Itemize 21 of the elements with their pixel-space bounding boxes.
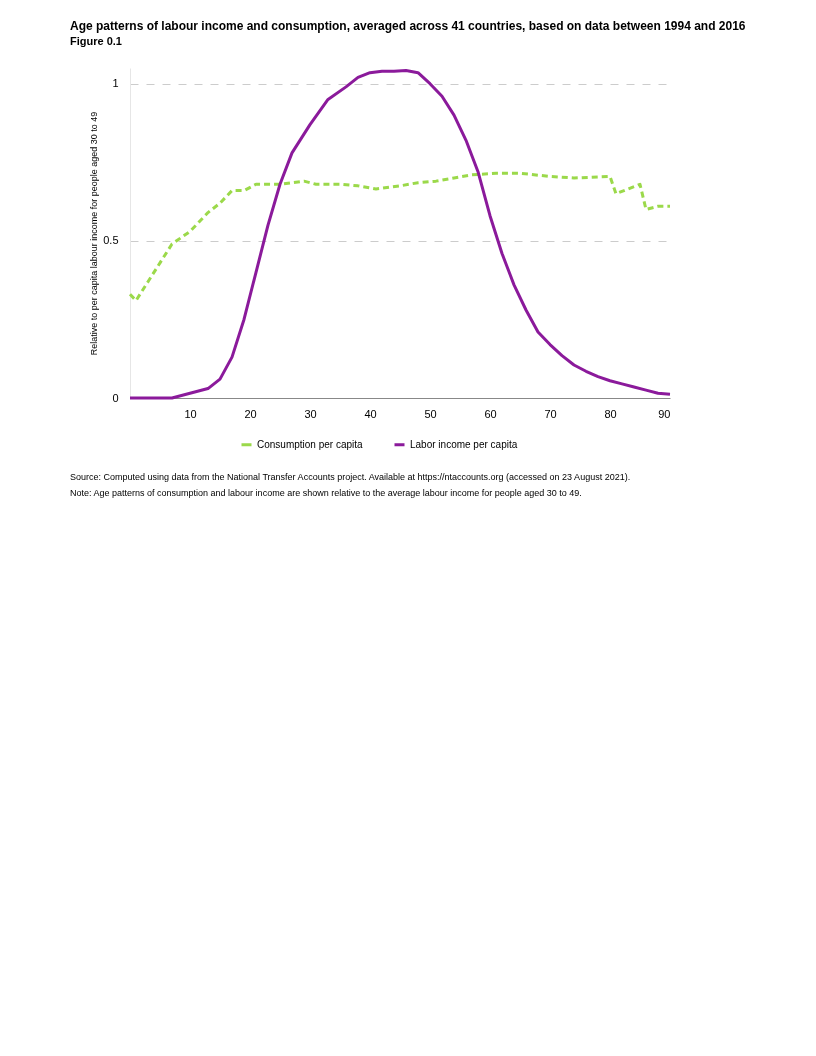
legend-label: Consumption per capita [257, 438, 364, 450]
line-series [128, 171, 672, 303]
text: Note: Age patterns of consumption and labour income are shown relative to the average labour income for people aged 30 to 49. [70, 488, 582, 498]
chart-subtitle: Figure 0.1 [70, 35, 122, 47]
y-tick-label: 0.5 [103, 234, 119, 247]
x-tick-label: 90 [658, 407, 671, 420]
line-series [128, 69, 672, 400]
legend-label: Labor income per capita [410, 438, 518, 450]
x-tick-label: 70 [544, 407, 557, 420]
x-tick-label: 10 [184, 407, 197, 420]
x-tick-label: 50 [424, 407, 437, 420]
source-note: Source: Computed using data from the National Transfer Accounts project. Available at https://ntaccounts.org (accessed on 23 August 2021). [70, 472, 631, 482]
x-tick-label: 40 [364, 407, 377, 420]
x-tick-label: 30 [304, 407, 317, 420]
chart-title: Age patterns of labour income and consumption, averaged across 41 countries, based on data between 1994 and 2016 [70, 19, 746, 33]
y-tick-label: 0 [112, 391, 119, 404]
x-tick-label: 60 [484, 407, 497, 420]
x-tick-label: 80 [604, 407, 617, 420]
y-axis-title: Relative to per capita labour income for people aged 30 to 49 [89, 111, 100, 356]
y-tick-label: 1 [112, 77, 119, 90]
x-tick-label: 20 [244, 407, 257, 420]
